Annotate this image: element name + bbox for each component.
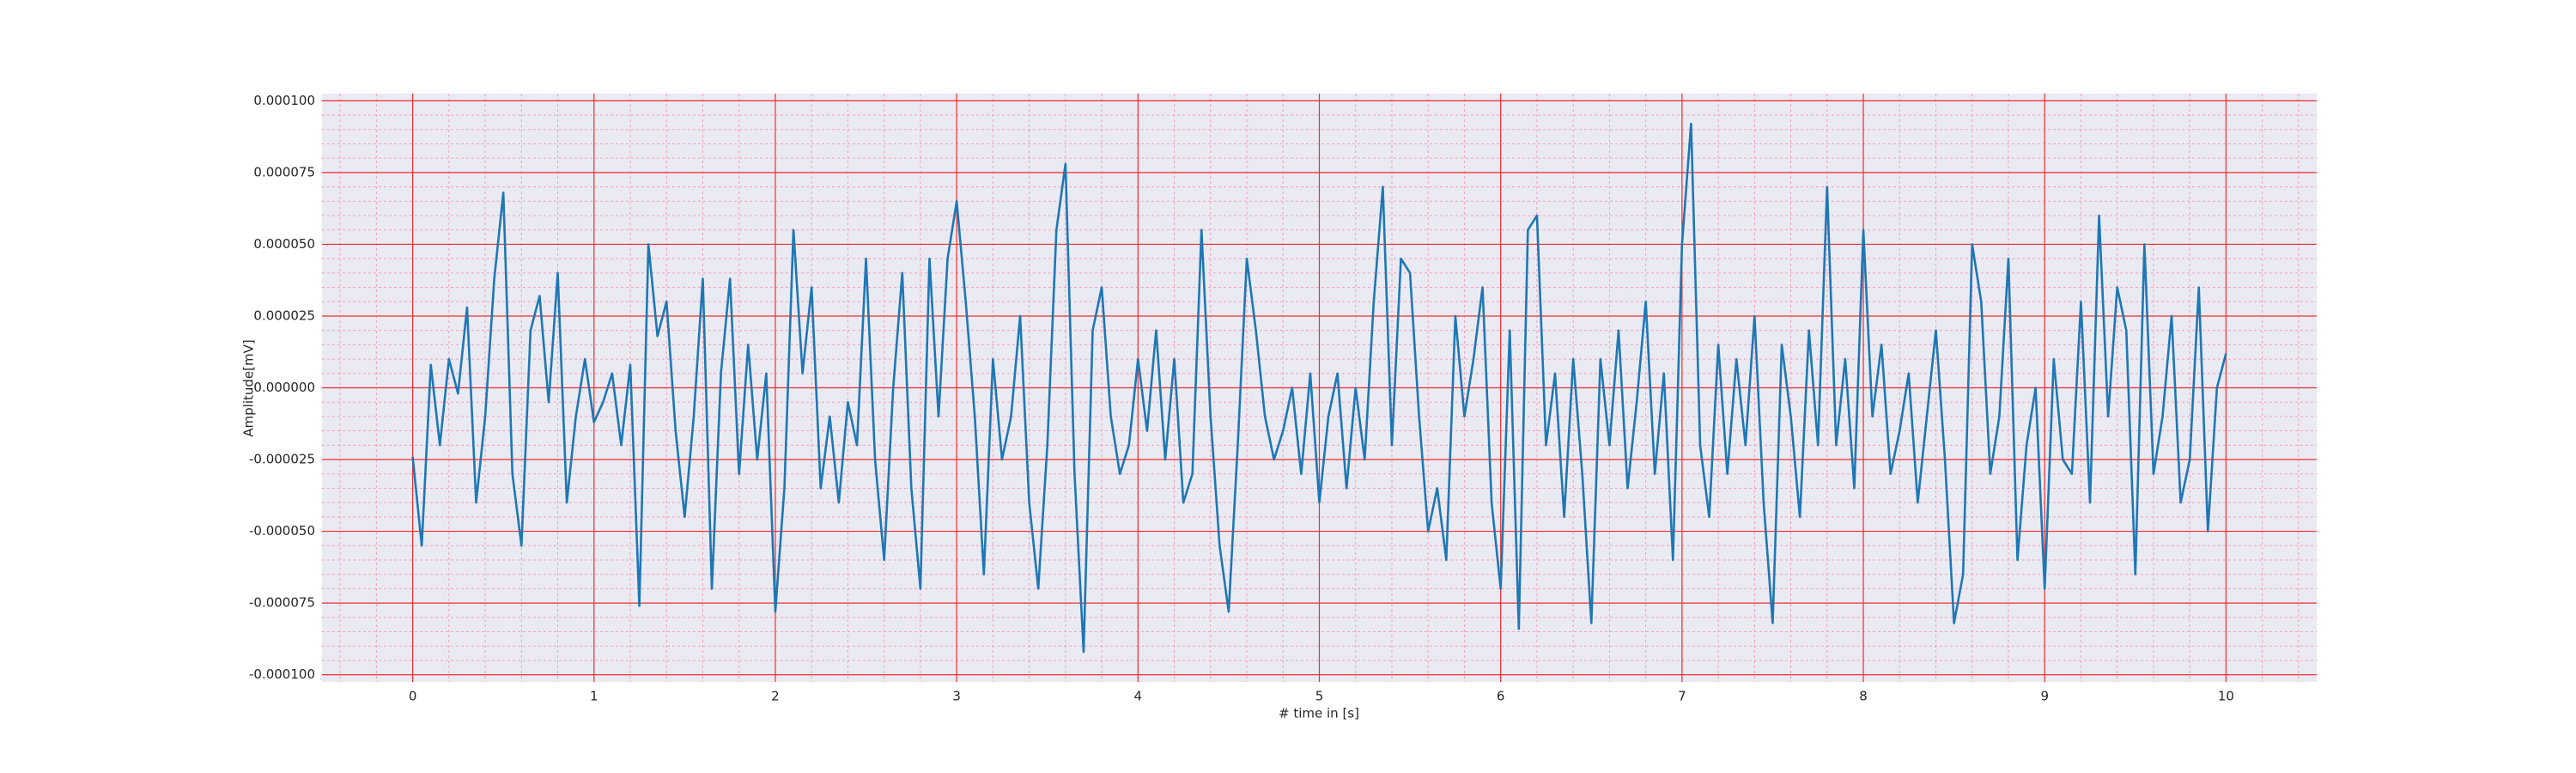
y-tick-label: 0.000025	[253, 307, 315, 323]
signal-line	[411, 122, 2227, 654]
y-axis-label: Amplitude[mV]	[241, 339, 257, 436]
x-tick-label: 3	[952, 689, 961, 704]
x-tick-label: 1	[590, 689, 598, 704]
x-tick-label: 5	[1315, 689, 1324, 704]
x-tick-label: 7	[1678, 689, 1686, 704]
tick-labels: 0 1 2 3 4 5 6 7 8 9 10 -0.000100 -0.000075 -0.000050 -…	[249, 93, 2234, 704]
x-tick-label: 4	[1134, 689, 1143, 704]
x-tick-label: 8	[1859, 689, 1868, 704]
y-tick-label: 0.000075	[253, 164, 315, 180]
series	[411, 122, 2227, 654]
y-tick-label: 0.000050	[253, 236, 315, 252]
y-tick-label: -0.000050	[249, 523, 315, 539]
y-tick-label: -0.000025	[249, 452, 315, 467]
x-tick-label: 0	[409, 689, 417, 704]
x-axis-label: # time in [s]	[1279, 706, 1359, 721]
y-tick-label: -0.000100	[249, 666, 315, 682]
major-grid	[322, 94, 2317, 682]
x-tick-label: 6	[1497, 689, 1505, 704]
y-tick-label: 0.000100	[253, 93, 315, 108]
y-tick-label: -0.000075	[249, 595, 315, 611]
x-tick-label: 9	[2040, 689, 2049, 704]
x-tick-label: 10	[2218, 689, 2234, 704]
x-tick-label: 2	[771, 689, 780, 704]
y-tick-label: 0.000000	[253, 380, 315, 395]
